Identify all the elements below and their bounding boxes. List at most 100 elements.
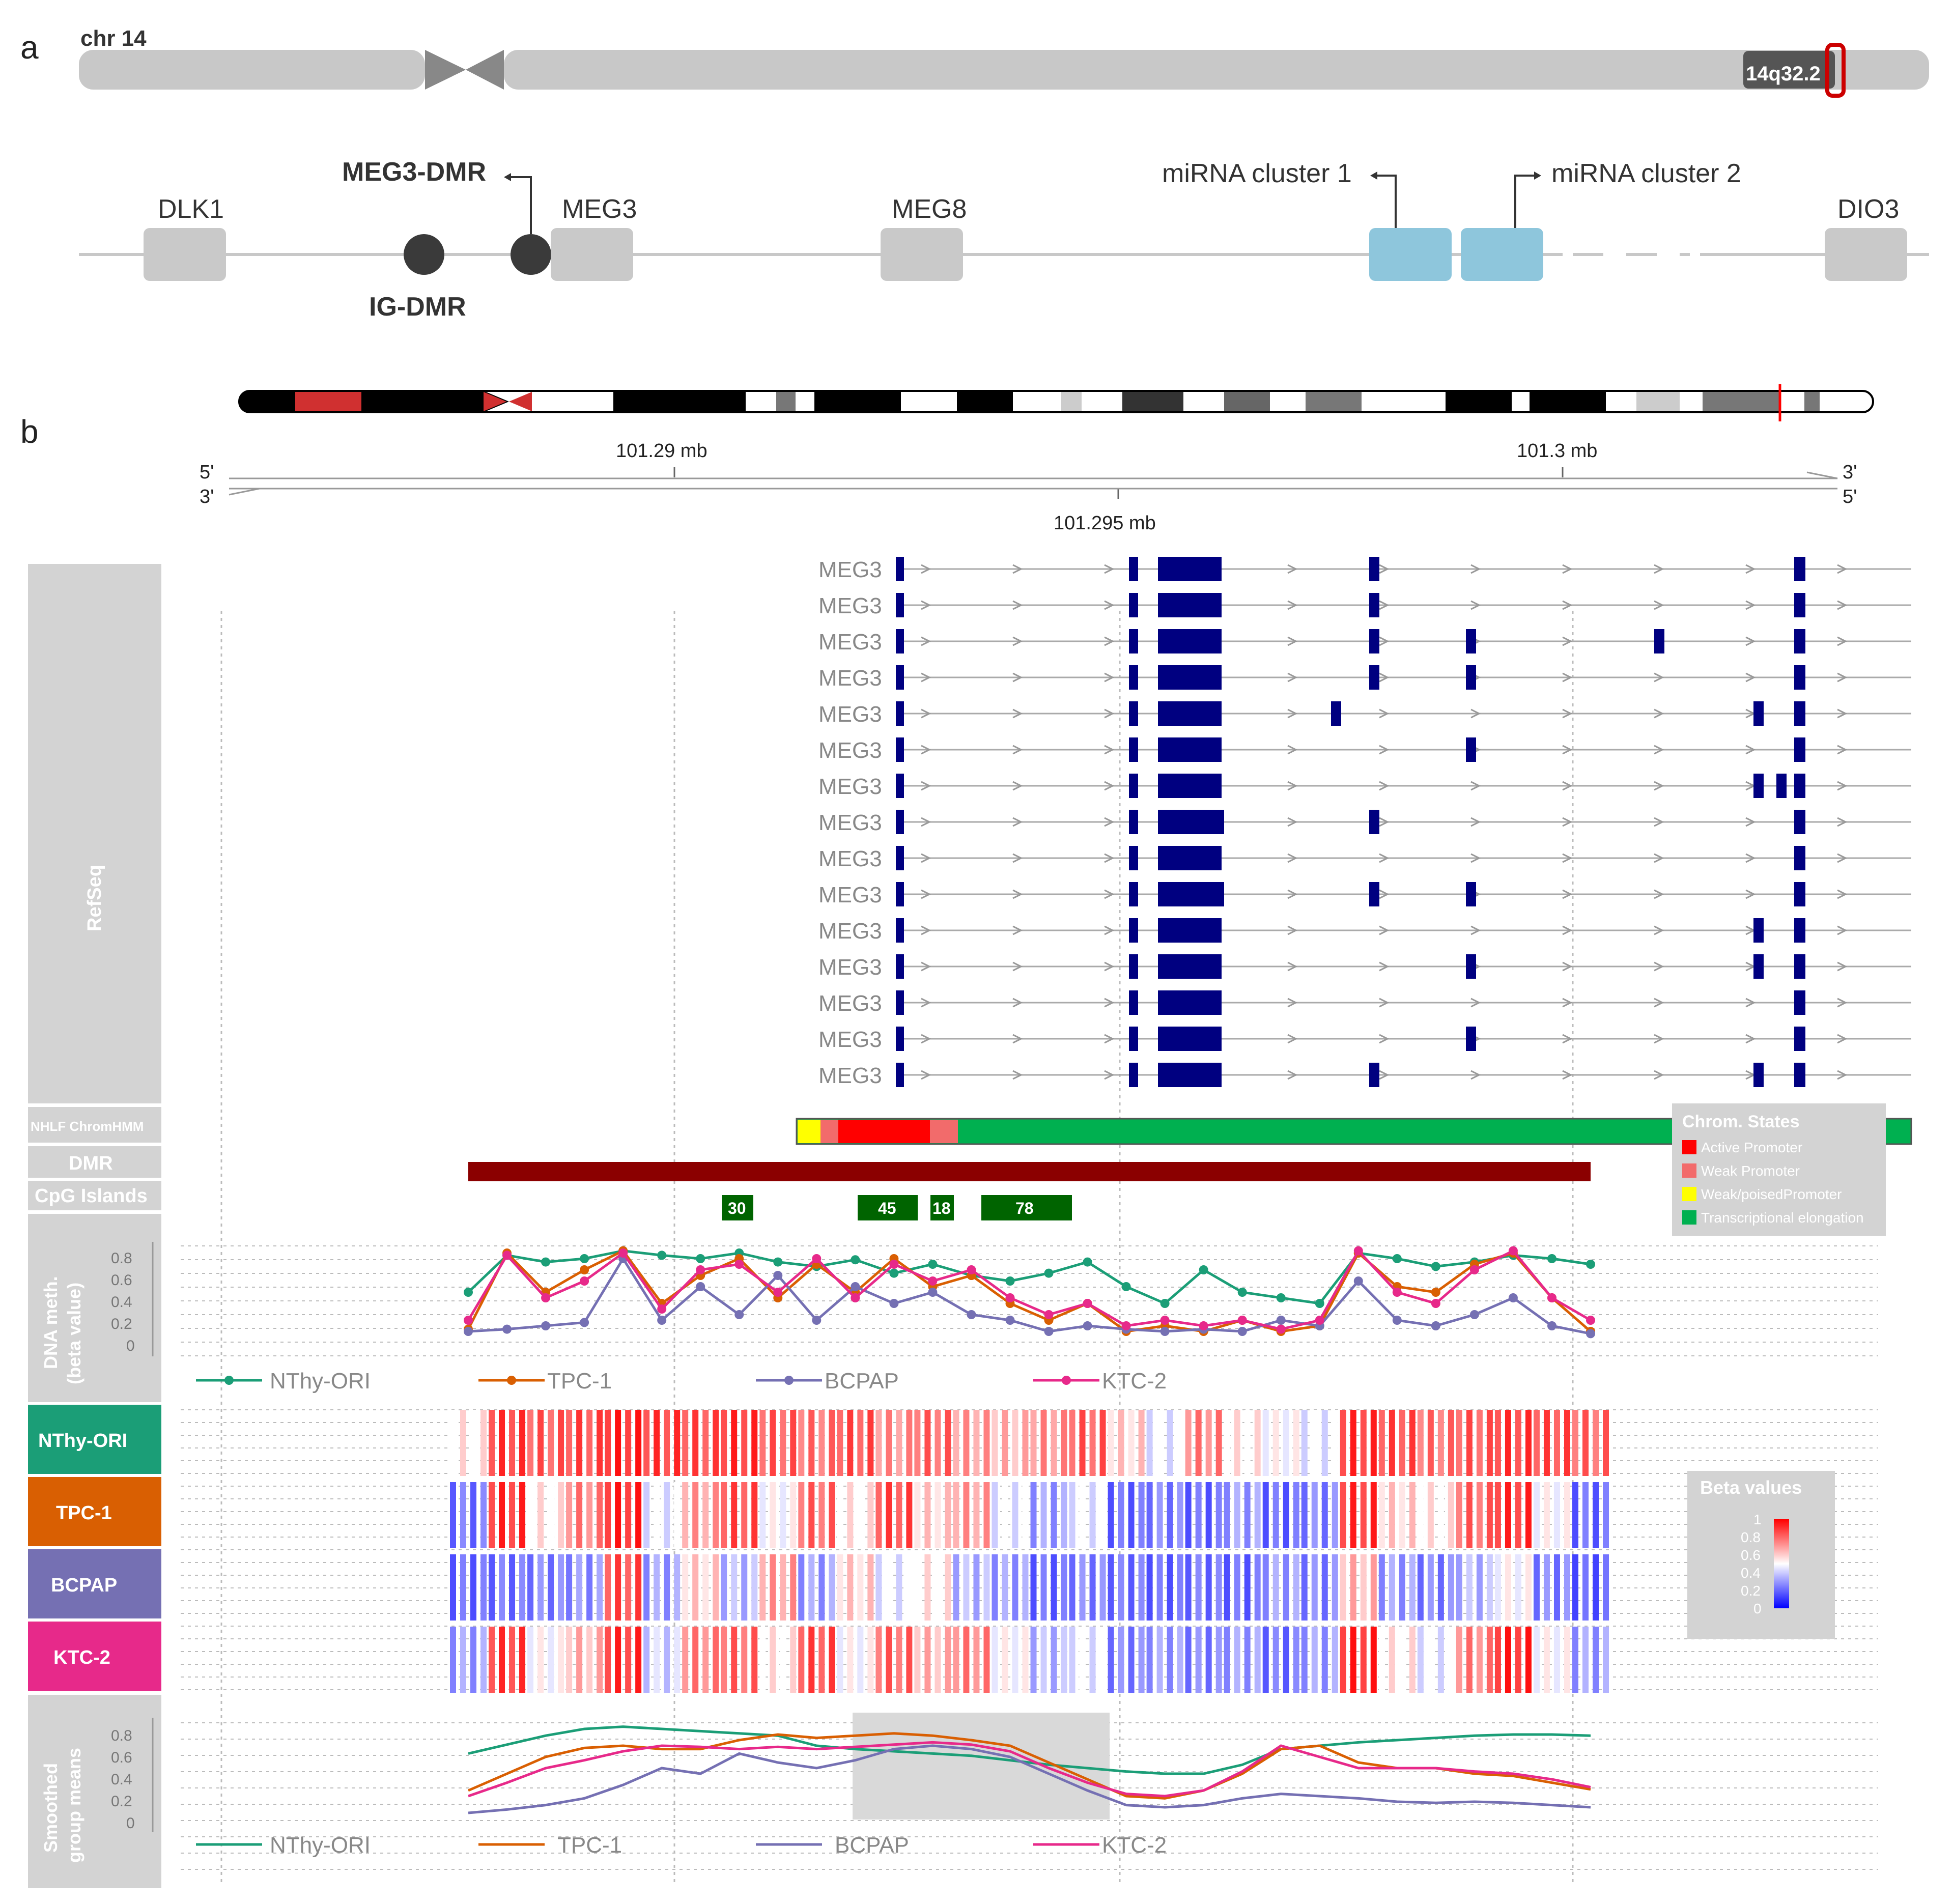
exon <box>1369 629 1379 653</box>
heatmap-cell <box>1321 1627 1328 1693</box>
heatmap-cell <box>1340 1554 1346 1621</box>
cpg-label-30: 30 <box>728 1199 746 1217</box>
heatmap-cell <box>751 1627 758 1693</box>
heatmap-cell <box>867 1554 874 1621</box>
heatmap-cell <box>1234 1482 1240 1548</box>
heatmap-cell <box>509 1410 516 1476</box>
heatmap-cell <box>537 1627 544 1693</box>
exon <box>1129 665 1138 690</box>
heatmap-cell <box>1525 1482 1532 1548</box>
heatmap-cell <box>992 1554 998 1621</box>
heatmap-cell <box>576 1482 583 1548</box>
heatmap-cell <box>489 1554 495 1621</box>
heatmap-cell <box>450 1554 456 1621</box>
heatmap-cell <box>664 1627 670 1693</box>
meg3-dmr-dot <box>511 234 551 275</box>
heatmap-cell <box>1340 1627 1346 1693</box>
heatmap-cell <box>1543 1627 1550 1693</box>
heatmap-cell <box>1272 1410 1279 1476</box>
heatmap-cell <box>992 1410 998 1476</box>
sample-label-bcpap: BCPAP <box>51 1575 117 1596</box>
heatmap-cell <box>857 1410 864 1476</box>
mirna-box-1 <box>1369 228 1452 281</box>
track-label-smoothed-1: Smoothed <box>40 1763 61 1853</box>
heatmap-cell <box>867 1410 874 1476</box>
heatmap-cell <box>1427 1554 1434 1621</box>
heatmap-cell <box>1128 1627 1135 1693</box>
data-point <box>541 1293 551 1302</box>
heatmap-cell <box>1040 1554 1047 1621</box>
heatmap-cell <box>914 1554 921 1621</box>
refseq-transcript: MEG3 <box>818 737 1911 763</box>
heatmap-cell <box>1525 1410 1532 1476</box>
heatmap-cell <box>499 1482 505 1548</box>
exon <box>1753 774 1764 798</box>
data-point <box>773 1271 783 1280</box>
data-point <box>1469 1310 1479 1319</box>
heatmap-cell <box>741 1554 748 1621</box>
heatmap-cell <box>875 1627 882 1693</box>
heatmap-cell <box>1099 1482 1106 1548</box>
heatmap-cell <box>798 1482 805 1548</box>
heatmap-cell <box>519 1410 526 1476</box>
data-point <box>1237 1316 1247 1325</box>
heatmap-cell <box>1378 1410 1385 1476</box>
heatmap-cell <box>945 1482 951 1548</box>
heatmap-cell <box>1089 1554 1096 1621</box>
heatmap-cell <box>818 1627 825 1693</box>
refseq-transcript: MEG3 <box>818 1027 1911 1052</box>
heatmap-cell <box>615 1627 621 1693</box>
heatmap-cell <box>1370 1482 1377 1548</box>
heatmap-cell <box>1593 1627 1599 1693</box>
sample-label-tpc1: TPC-1 <box>56 1502 112 1524</box>
heatmap-cell <box>1572 1482 1578 1548</box>
cpg-label-45: 45 <box>878 1199 896 1217</box>
meth-axis-tick-0: 0 <box>126 1338 135 1354</box>
heatmap-cell <box>1543 1482 1550 1548</box>
heatmap-cell <box>886 1554 892 1621</box>
refseq-transcript: MEG3 <box>818 954 1911 980</box>
exon <box>1129 593 1138 617</box>
refseq-transcript-label: MEG3 <box>818 1027 882 1052</box>
heatmap-cell <box>1311 1554 1318 1621</box>
smoothed-axis-tick-0: 0 <box>126 1815 135 1832</box>
heatmap-cell <box>1593 1410 1599 1476</box>
heatmap-cell <box>731 1627 738 1693</box>
heatmap-cell <box>741 1482 748 1548</box>
heatmap-cell <box>935 1627 941 1693</box>
heatmap-cell <box>519 1482 526 1548</box>
exon <box>896 629 904 653</box>
data-point <box>580 1265 589 1274</box>
heatmap-cell <box>625 1410 632 1476</box>
data-point <box>1083 1257 1092 1267</box>
vertical-gridlines <box>220 611 1574 1883</box>
heatmap-cell <box>837 1554 843 1621</box>
heatmap-cell <box>790 1410 797 1476</box>
heatmap-cell <box>1399 1410 1405 1476</box>
heatmap-cell <box>1332 1482 1338 1548</box>
gene-label-meg3: MEG3 <box>562 194 637 224</box>
heatmap-cell <box>1069 1627 1075 1693</box>
exon <box>1331 701 1341 726</box>
heatmap-cell <box>605 1554 611 1621</box>
heatmap-cell <box>1069 1410 1075 1476</box>
refseq-transcripts: MEG3 MEG3 MEG3 MEG3 MEG3 MEG3 MEG3 MEG3 MEG3 MEG3… <box>818 557 1911 1088</box>
data-point <box>464 1288 473 1297</box>
heatmap-cell <box>875 1482 882 1548</box>
exon <box>1158 629 1222 653</box>
refseq-transcript: MEG3 <box>818 918 1911 944</box>
heatmap-cell <box>798 1554 805 1621</box>
track-label-dna-meth-1: DNA meth. <box>40 1276 61 1369</box>
heatmap-cell <box>906 1554 913 1621</box>
heatmap-cell <box>548 1482 554 1548</box>
series-line-nthy-ori <box>468 1725 1591 1775</box>
heatmap-cell <box>867 1627 874 1693</box>
heatmap-cell <box>1370 1627 1377 1693</box>
heatmap-cell <box>896 1410 902 1476</box>
heatmap-cell <box>1466 1554 1473 1621</box>
heatmap-cell <box>674 1627 681 1693</box>
heatmap-cell <box>597 1554 603 1621</box>
sample-label-nthy: NThy-ORI <box>38 1430 127 1452</box>
heatmap-cell <box>1195 1554 1202 1621</box>
data-point <box>1044 1310 1054 1319</box>
